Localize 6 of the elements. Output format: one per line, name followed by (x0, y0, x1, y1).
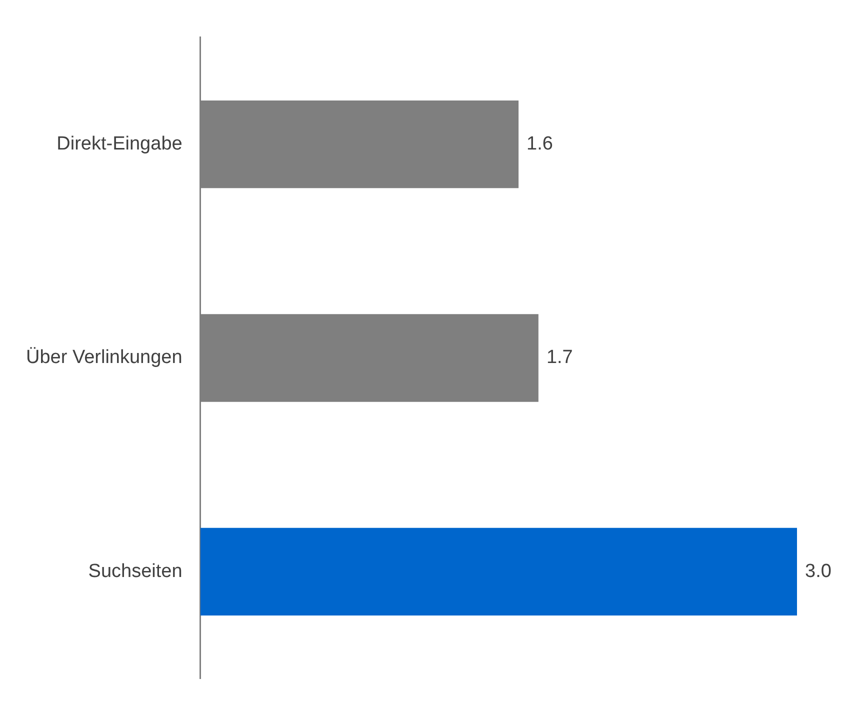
data-label: 1.7 (546, 347, 573, 368)
y-tick-label: Über Verlinkungen (26, 347, 182, 368)
data-label: 3.0 (805, 560, 832, 582)
y-tick-label: Direkt-Eingabe (56, 134, 182, 154)
y-tick-label: Suchseiten (88, 560, 182, 582)
data-label: 1.6 (526, 134, 553, 154)
